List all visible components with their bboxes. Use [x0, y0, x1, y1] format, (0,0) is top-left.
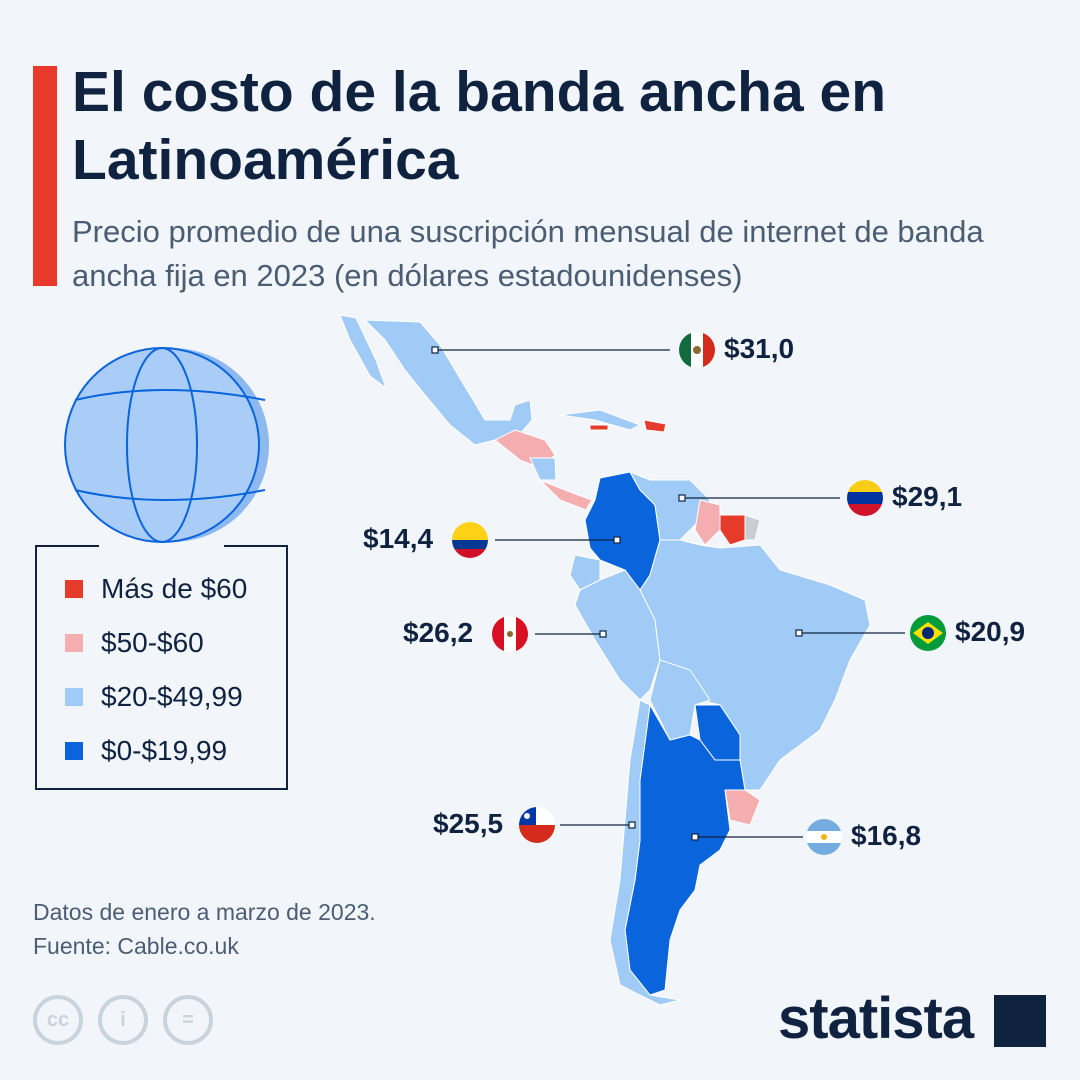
legend-item: $50-$60 — [65, 627, 204, 659]
swatch — [65, 634, 83, 652]
region-baja — [339, 314, 388, 390]
statista-logo[interactable]: statista — [778, 986, 974, 1051]
colombia-flag-icon — [452, 522, 488, 558]
price-label-mexico: $31,0 — [724, 333, 795, 364]
legend-label: Más de $60 — [101, 573, 248, 604]
attribution-icon[interactable]: i — [98, 995, 148, 1045]
region-nicaragua — [529, 457, 557, 481]
region-puerto-rico — [589, 424, 609, 431]
price-label-venezuela: $29,1 — [892, 481, 963, 512]
footnote: Datos de enero a marzo de 2023. Fuente: … — [33, 895, 376, 963]
region-bolivia — [649, 659, 711, 741]
swatch — [65, 742, 83, 760]
region-guyana — [694, 499, 721, 546]
legend-item: $0-$19,99 — [65, 735, 227, 767]
legend-label: $20-$49,99 — [101, 681, 243, 712]
legend-label: $50-$60 — [101, 627, 204, 658]
flags — [452, 332, 946, 855]
legend-item: Más de $60 — [65, 573, 247, 605]
swatch — [65, 580, 83, 598]
brazil-flag-icon — [910, 615, 946, 651]
swatch — [65, 688, 83, 706]
region-hispaniola — [643, 419, 667, 433]
region-mexico — [363, 319, 533, 446]
chile-flag-icon — [519, 807, 555, 843]
page-title: El costo de la banda ancha en Latinoamér… — [72, 60, 887, 192]
accent-bar — [33, 66, 57, 286]
legend: Más de $60 $50-$60 $20-$49,99 $0-$19,99 — [35, 545, 288, 790]
price-label-chile: $25,5 — [433, 808, 504, 839]
peru-flag-icon — [492, 616, 528, 652]
region-chile — [609, 699, 681, 1006]
region-suriname — [719, 514, 746, 546]
price-label-argentina: $16,8 — [851, 820, 922, 851]
venezuela-flag-icon — [847, 480, 883, 516]
price-label-colombia: $14,4 — [363, 523, 434, 554]
date-note: Datos de enero a marzo de 2023. — [33, 899, 376, 925]
region-costarica-panama — [539, 479, 593, 511]
region-uruguay — [724, 789, 761, 826]
statista-logo-mark-icon — [994, 995, 1046, 1047]
argentina-flag-icon — [806, 819, 842, 855]
source: Fuente: Cable.co.uk — [33, 933, 239, 959]
price-label-brazil: $20,9 — [955, 616, 1026, 647]
region-french-guiana — [744, 514, 761, 541]
legend-label: $0-$19,99 — [101, 735, 228, 766]
legend-item: $20-$49,99 — [65, 681, 243, 713]
subtitle: Precio promedio de una suscripción mensu… — [72, 214, 984, 293]
region-cuba — [559, 409, 642, 431]
globe-icon — [64, 347, 269, 543]
cc-icon[interactable]: cc — [33, 995, 83, 1045]
price-label-peru: $26,2 — [403, 617, 474, 648]
mexico-flag-icon — [679, 332, 715, 368]
no-derivatives-icon[interactable]: = — [163, 995, 213, 1045]
